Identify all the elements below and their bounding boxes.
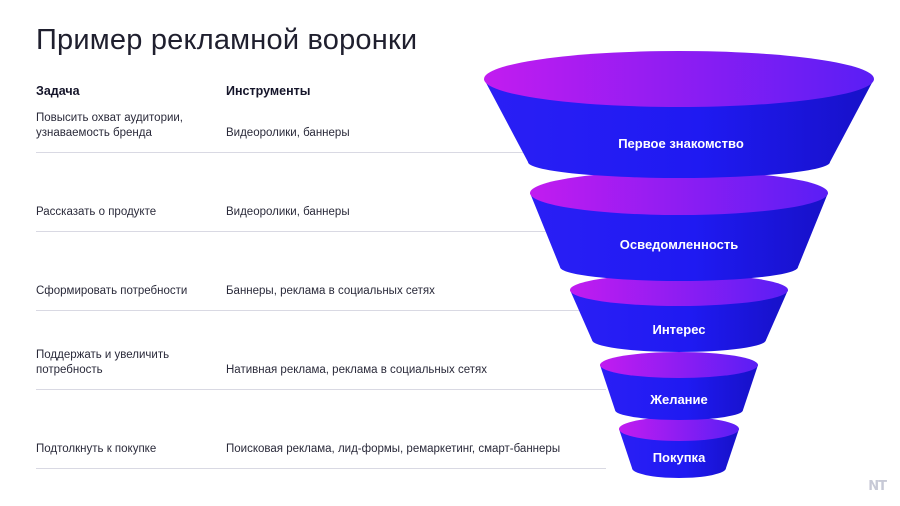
- table-row: Подтолкнуть к покупке Поисковая реклама,…: [36, 433, 606, 469]
- table-row: Сформировать потребности Баннеры, реклам…: [36, 275, 606, 311]
- row-divider: [36, 310, 606, 311]
- table-row: Повысить охват аудитории, узнаваемость б…: [36, 112, 606, 153]
- task-text: Рассказать о продукте: [36, 206, 157, 218]
- funnel-stage-body: [484, 79, 874, 178]
- row-divider: [36, 231, 606, 232]
- funnel-stage-top: [600, 352, 758, 378]
- task-text: Сформировать потребности: [36, 285, 188, 297]
- row-divider: [36, 152, 606, 153]
- funnel-stage-top: [530, 171, 828, 215]
- funnel-stage-body: [619, 429, 739, 478]
- funnel-stage-awareness: Осведомленность: [530, 171, 828, 281]
- funnel-stage-interest: Интерес: [570, 274, 788, 352]
- funnel-stage-label: Осведомленность: [620, 237, 738, 252]
- page-title: Пример рекламной воронки: [36, 24, 418, 56]
- tools-text: Поисковая реклама, лид-формы, ремаркетин…: [226, 443, 561, 455]
- funnel-stage-top: [484, 51, 874, 107]
- column-header-tools: Инструменты: [226, 84, 311, 98]
- funnel-stage-purchase: Покупка: [619, 417, 739, 478]
- task-text: Поддержать и увеличить потребность: [36, 349, 170, 376]
- funnel-stage-body: [530, 193, 828, 281]
- funnel-stage-label: Первое знакомство: [618, 136, 744, 151]
- row-divider: [36, 389, 606, 390]
- table-row: Рассказать о продукте Видеоролики, банне…: [36, 196, 606, 232]
- funnel-stage-desire: Желание: [600, 352, 758, 420]
- task-text: Подтолкнуть к покупке: [36, 443, 157, 455]
- tools-text: Нативная реклама, реклама в социальных с…: [226, 364, 487, 376]
- funnel-stage-top: [619, 417, 739, 441]
- funnel-stage-label: Желание: [649, 392, 708, 407]
- funnel-stage-first-contact: Первое знакомство: [484, 51, 874, 178]
- funnel-stage-label: Интерес: [652, 322, 705, 337]
- funnel-stage-top: [570, 274, 788, 306]
- tools-text: Баннеры, реклама в социальных сетях: [226, 285, 435, 297]
- funnel-stage-body: [570, 290, 788, 352]
- brand-logo: NT: [868, 479, 887, 494]
- row-divider: [36, 468, 606, 469]
- table-row: Поддержать и увеличить потребность Натив…: [36, 349, 606, 390]
- funnel-stage-body: [600, 365, 758, 420]
- task-text: Повысить охват аудитории, узнаваемость б…: [36, 112, 184, 139]
- tools-text: Видеоролики, баннеры: [226, 206, 350, 218]
- column-header-task: Задача: [36, 84, 80, 98]
- funnel-stage-label: Покупка: [653, 450, 706, 465]
- tools-text: Видеоролики, баннеры: [226, 127, 350, 139]
